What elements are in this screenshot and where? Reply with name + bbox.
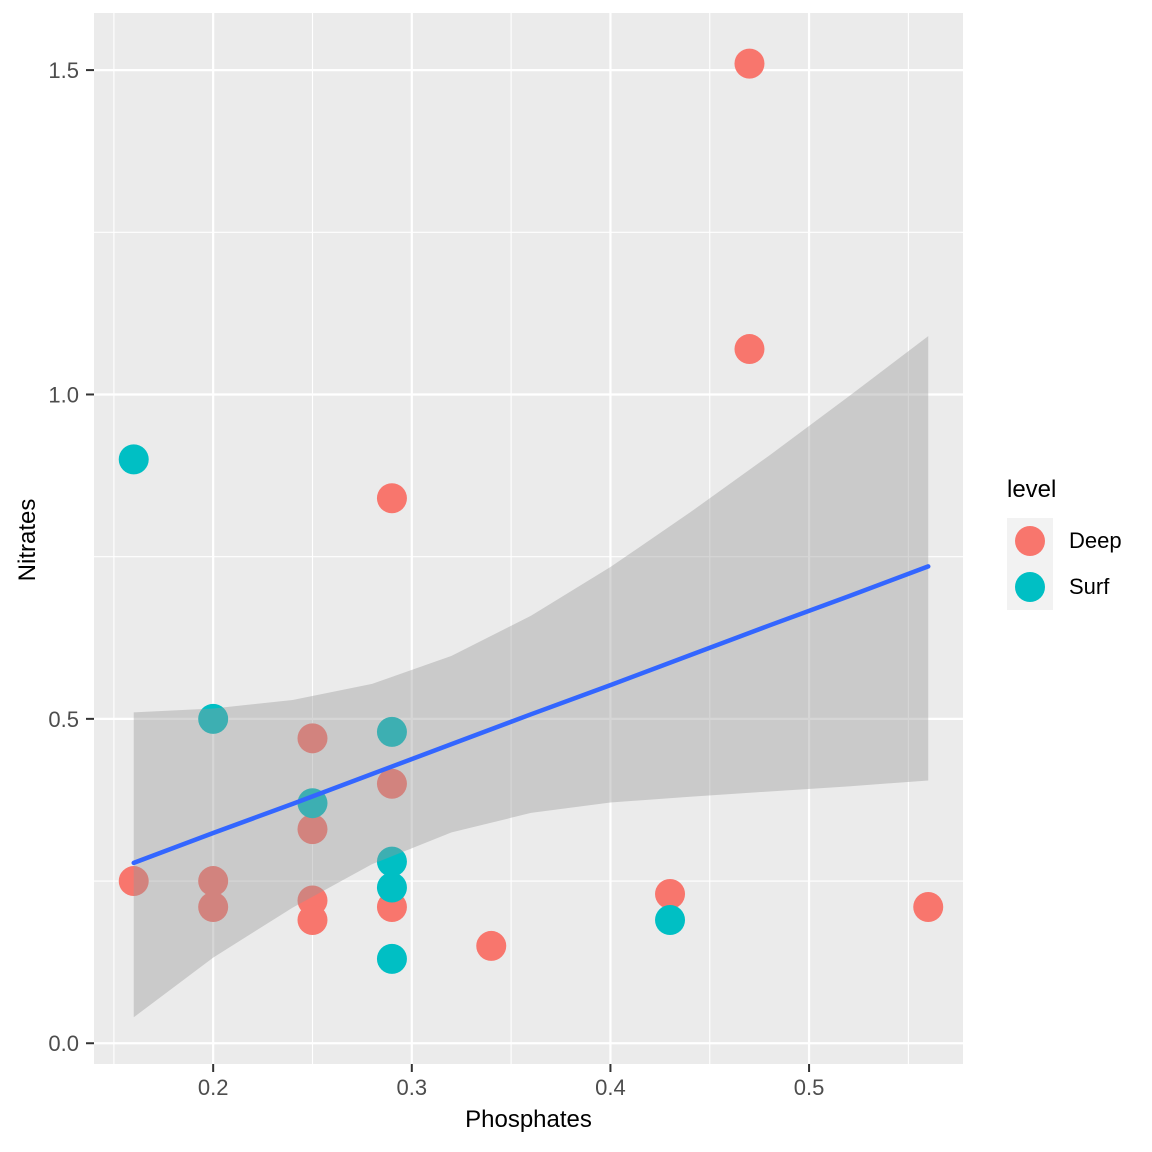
point-deep [913, 891, 944, 922]
plot-panel [94, 13, 963, 1064]
deep-swatch-icon [1015, 526, 1045, 556]
point-deep [297, 904, 328, 935]
point-surf [376, 872, 407, 903]
point-deep [734, 334, 765, 365]
data-points [118, 48, 944, 974]
x-tick-label: 0.3 [397, 1075, 428, 1100]
point-surf [376, 716, 407, 747]
axis-tick-labels: 0.2 0.3 0.4 0.5 0.0 0.5 1.0 1.5 [48, 58, 824, 1100]
y-tick-label: 0.0 [48, 1031, 79, 1056]
x-axis-title: Phosphates [465, 1106, 592, 1133]
point-deep [376, 768, 407, 799]
point-surf [376, 846, 407, 877]
major-gridlines [94, 13, 963, 1064]
y-axis-title: Nitrates [14, 498, 41, 582]
minor-gridlines [94, 13, 963, 1064]
x-tick-label: 0.2 [198, 1075, 229, 1100]
point-surf [655, 904, 686, 935]
legend-key [1007, 518, 1053, 564]
point-deep [198, 866, 229, 897]
point-surf [118, 444, 149, 475]
point-deep [297, 814, 328, 845]
legend-key [1007, 564, 1053, 610]
y-tick-label: 1.0 [48, 382, 79, 407]
legend-label-deep: Deep [1069, 528, 1122, 553]
x-tick-label: 0.5 [794, 1075, 825, 1100]
legend-item-surf: Surf [1007, 564, 1122, 610]
axis-tick-marks [86, 69, 811, 1072]
x-tick-label: 0.4 [595, 1075, 626, 1100]
point-surf [198, 703, 229, 734]
point-deep [655, 879, 686, 910]
legend: level Deep Surf [1007, 476, 1122, 610]
surf-swatch-icon [1015, 572, 1045, 602]
y-tick-label: 1.5 [48, 58, 79, 83]
legend-item-deep: Deep [1007, 518, 1122, 564]
legend-label-surf: Surf [1069, 574, 1110, 599]
point-surf [376, 943, 407, 974]
point-deep [734, 48, 765, 79]
point-deep [376, 483, 407, 514]
confidence-ribbon [133, 336, 929, 1018]
regression-line [131, 564, 931, 866]
point-deep [297, 723, 328, 754]
point-deep [118, 866, 149, 897]
legend-title: level [1007, 476, 1057, 503]
y-tick-label: 0.5 [48, 707, 79, 732]
point-deep [198, 891, 229, 922]
point-deep [476, 930, 507, 961]
